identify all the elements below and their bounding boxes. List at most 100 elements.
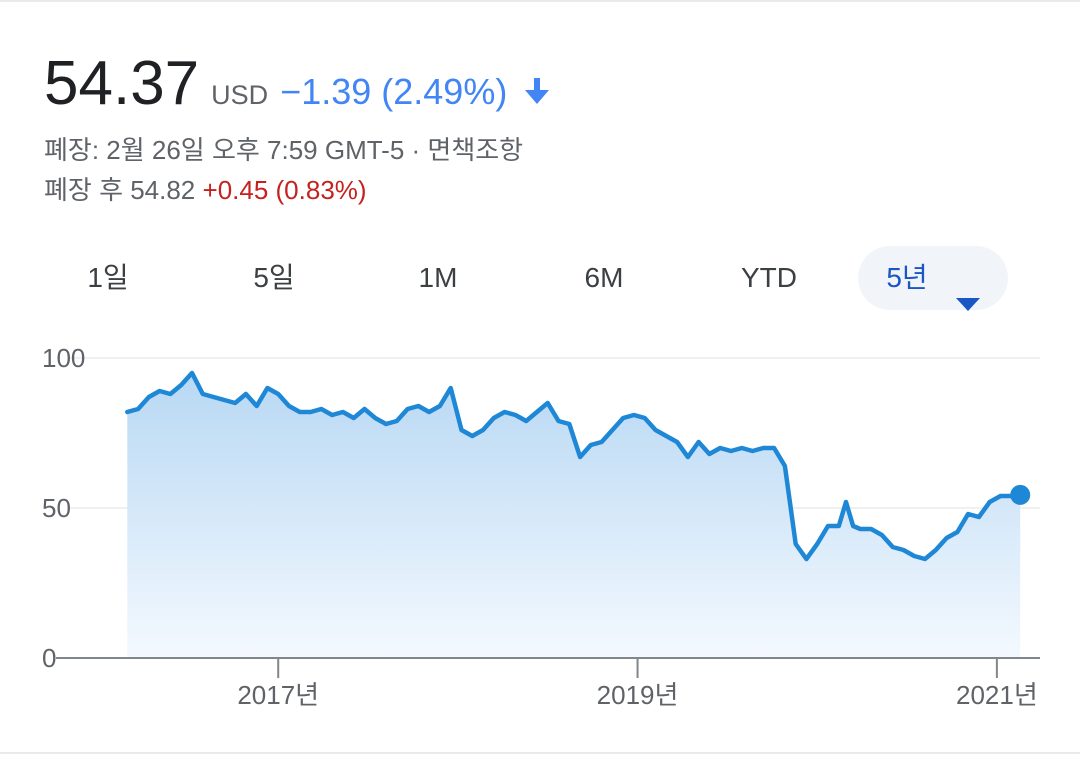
data-point — [988, 501, 991, 503]
data-point — [169, 393, 172, 395]
data-point — [234, 402, 236, 404]
data-point — [852, 525, 854, 527]
data-point — [385, 423, 387, 425]
range-tabs: 1일 5일 1M 6M YTD 5년 — [0, 246, 1080, 311]
tab-label: 1M — [418, 262, 458, 293]
data-point — [428, 411, 430, 413]
data-point — [622, 417, 624, 419]
current-price: 54.37 — [44, 49, 200, 118]
data-point — [406, 408, 409, 410]
bottom-divider — [0, 752, 1080, 754]
data-point — [945, 537, 948, 539]
last-price-marker — [1010, 484, 1031, 505]
data-point — [590, 444, 592, 446]
data-point — [687, 456, 689, 458]
price-chart: 0 50 100 2017년 2019년 2021년 — [42, 343, 1040, 710]
tab-5y[interactable]: 5년 — [858, 246, 1008, 311]
data-point — [201, 393, 204, 395]
data-point — [999, 495, 1002, 497]
x-tick-label: 2021년 — [956, 680, 1038, 710]
data-point — [482, 429, 484, 431]
data-point — [891, 546, 894, 548]
tab-6m[interactable]: 6M — [562, 246, 646, 310]
tab-1d[interactable]: 1일 — [68, 246, 148, 310]
after-hours-change: +0.45 (0.83%) — [202, 175, 367, 205]
data-point — [148, 396, 150, 398]
data-point — [158, 390, 161, 392]
data-point — [525, 420, 527, 422]
data-point — [816, 543, 819, 545]
data-point — [859, 528, 862, 530]
data-point — [719, 447, 721, 449]
tab-1m[interactable]: 1M — [398, 246, 478, 310]
data-point — [730, 450, 732, 452]
data-point — [805, 558, 808, 560]
data-point — [956, 531, 959, 533]
data-point — [363, 408, 366, 410]
data-point — [460, 429, 463, 431]
data-point — [536, 411, 538, 413]
price-change: −1.39 (2.49%) — [280, 71, 508, 112]
data-point — [676, 441, 678, 443]
data-point — [978, 516, 980, 518]
tab-label: YTD — [741, 262, 797, 293]
series-area — [127, 373, 1021, 658]
data-point — [784, 465, 786, 467]
data-point — [967, 513, 969, 515]
data-point — [180, 384, 182, 386]
data-point — [773, 447, 775, 449]
data-point — [137, 408, 139, 410]
data-point — [493, 417, 495, 419]
tab-label: 6M — [584, 262, 624, 293]
data-point — [245, 393, 247, 395]
data-point — [331, 414, 333, 416]
data-point — [934, 549, 937, 551]
data-point — [913, 555, 916, 557]
data-point — [643, 417, 646, 419]
y-tick-label: 100 — [42, 343, 85, 373]
data-point — [845, 501, 847, 503]
data-point — [342, 411, 344, 413]
close-time-line: 폐장: 2월 26일 오후 7:59 GMT-5 · 면책조항 — [44, 135, 524, 165]
data-point — [697, 441, 700, 443]
x-tick-label: 2017년 — [237, 680, 319, 710]
data-point — [309, 411, 312, 413]
data-point — [439, 405, 441, 407]
data-point — [417, 405, 420, 407]
data-point — [557, 420, 560, 422]
dropdown-triangle-icon — [955, 271, 980, 311]
data-point — [471, 435, 474, 437]
data-point — [546, 402, 549, 404]
top-divider — [0, 0, 1080, 2]
tab-ytd[interactable]: YTD — [724, 246, 814, 310]
data-point — [751, 450, 754, 452]
tab-label: 5일 — [253, 262, 295, 293]
data-point — [255, 405, 258, 407]
arrow-down-icon — [523, 76, 551, 106]
data-point — [212, 396, 215, 398]
x-tick-label: 2019년 — [597, 680, 679, 710]
tab-5d[interactable]: 5일 — [234, 246, 314, 310]
data-point — [633, 414, 635, 416]
data-point — [191, 372, 193, 374]
data-point — [514, 414, 517, 416]
data-point — [924, 558, 926, 560]
data-point — [223, 399, 226, 401]
quote-header: 54.37 USD −1.39 (2.49%) — [44, 48, 551, 120]
data-point — [320, 408, 323, 410]
data-point — [298, 411, 301, 413]
tab-label: 5년 — [886, 262, 928, 293]
data-point — [611, 429, 614, 431]
data-point — [902, 549, 905, 551]
data-point — [740, 447, 743, 449]
currency-label: USD — [211, 80, 269, 110]
data-point — [352, 417, 355, 419]
data-point — [277, 393, 280, 395]
tab-label: 1일 — [87, 262, 129, 293]
data-point — [568, 423, 571, 425]
data-point — [288, 405, 290, 407]
data-point — [126, 411, 129, 413]
data-point — [266, 387, 269, 389]
after-hours-line: 폐장 후 54.82 +0.45 (0.83%) — [44, 170, 367, 207]
data-point — [395, 420, 398, 422]
